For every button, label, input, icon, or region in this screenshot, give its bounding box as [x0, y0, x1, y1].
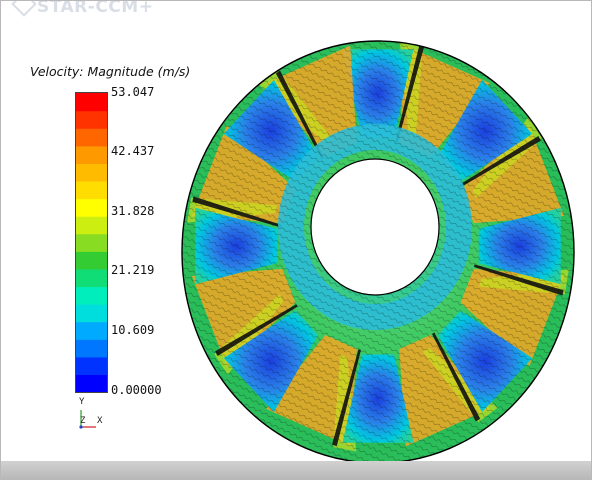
colorbar-band — [76, 145, 107, 164]
legend-tick-5: 10.609 — [111, 323, 155, 337]
colorbar-band — [76, 304, 107, 323]
colorbar-band — [76, 374, 107, 392]
colorbar-band — [76, 163, 107, 182]
colorbar-band — [76, 216, 107, 235]
colorbar-band — [76, 180, 107, 200]
colorbar-band — [76, 198, 107, 217]
colorbar-band — [76, 251, 107, 270]
legend-tick-3: 31.828 — [111, 204, 155, 218]
brand-text: STAR-CCM+ — [37, 0, 154, 17]
viewport-bottom-bar — [1, 461, 591, 479]
colorbar-band — [76, 110, 107, 129]
colorbar-band — [76, 128, 107, 147]
axis-y-label: Y — [79, 397, 85, 407]
brand-watermark: STAR-CCM+ — [11, 0, 154, 17]
legend-title: Velocity: Magnitude (m/s) — [30, 64, 191, 79]
colorbar-band — [76, 233, 107, 252]
legend-colorbar — [75, 92, 108, 393]
axis-x-label: X — [97, 416, 103, 426]
outer-boundary — [181, 40, 575, 461]
colorbar-band — [76, 286, 107, 305]
axis-z-label: Z — [80, 416, 86, 426]
colorbar-band — [76, 321, 107, 340]
colorbar-band — [76, 268, 107, 288]
velocity-contour-plot[interactable] — [1, 1, 591, 461]
colorbar-band — [76, 93, 107, 112]
axis-triad-icon — [79, 410, 96, 429]
center-hole — [310, 158, 440, 296]
legend-tick-2: 42.437 — [111, 144, 155, 158]
legend-tick-min: 0.00000 — [111, 383, 162, 397]
colorbar-band — [76, 339, 107, 358]
legend-tick-4: 21.219 — [111, 263, 155, 277]
colorbar-band — [76, 356, 107, 376]
legend-tick-max: 53.047 — [111, 85, 155, 99]
